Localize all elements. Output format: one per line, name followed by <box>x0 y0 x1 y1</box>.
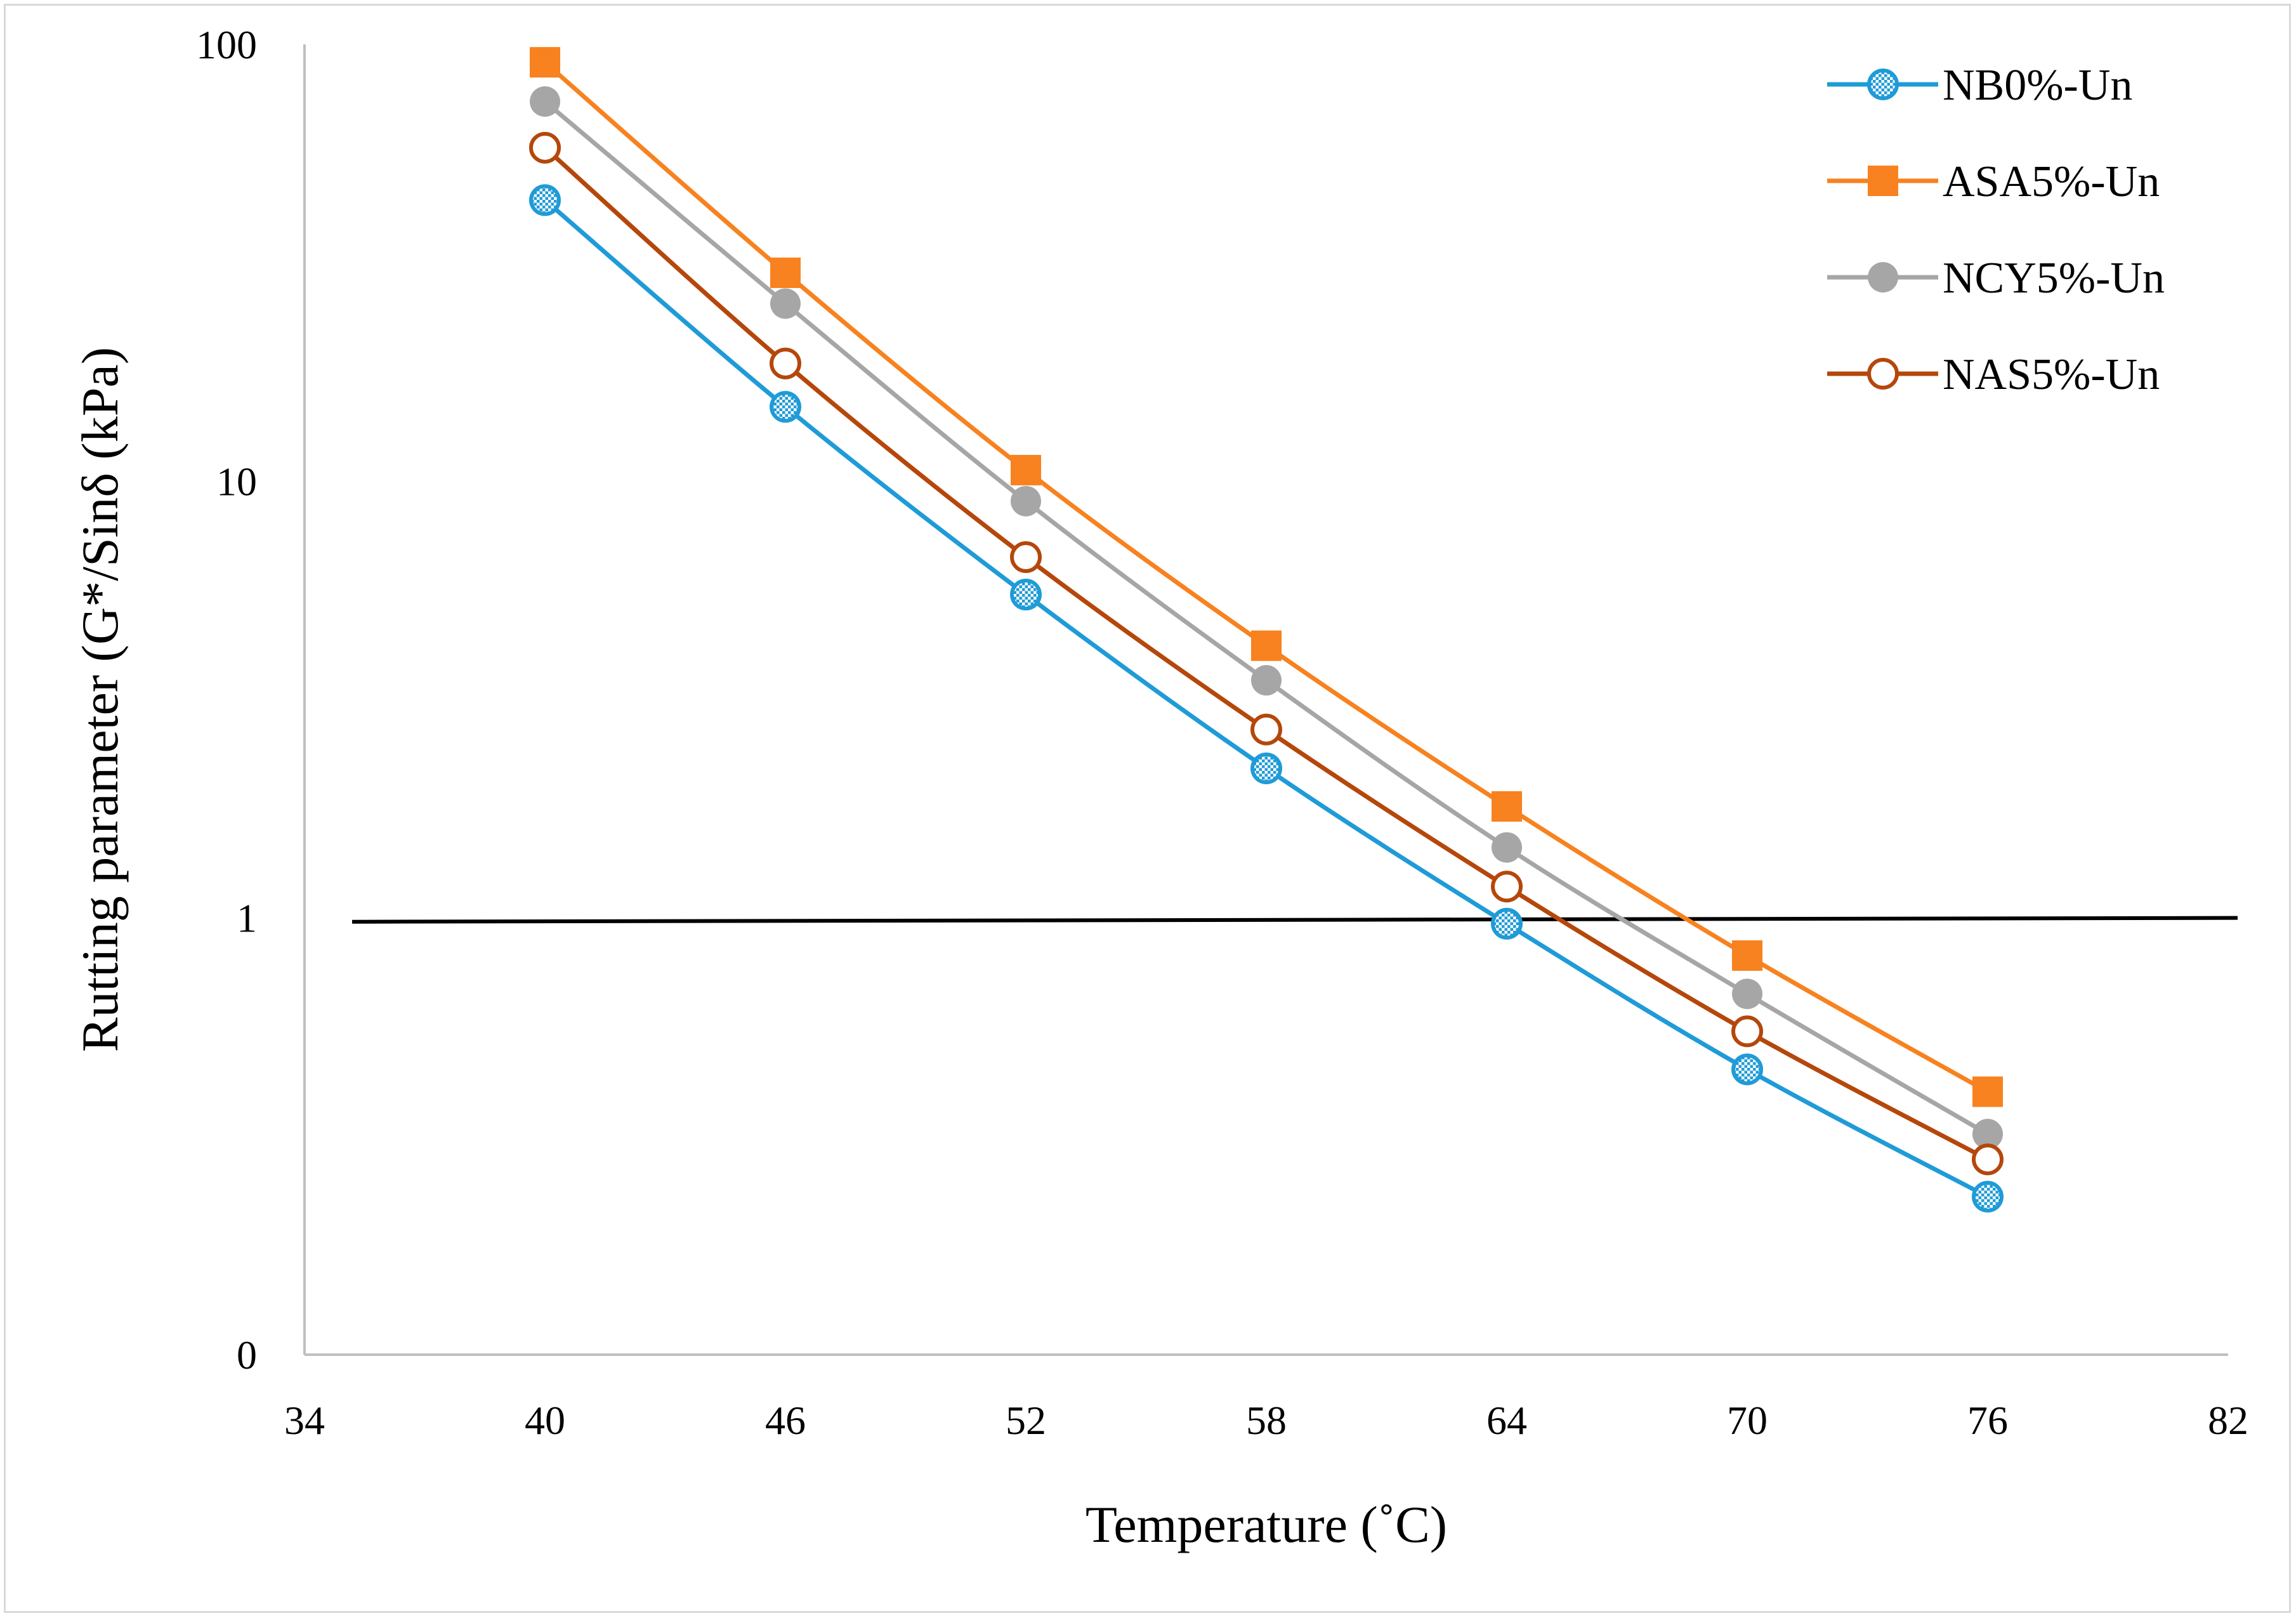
data-point <box>1010 541 1042 574</box>
x-axis-title: Temperature (˚C) <box>1086 1496 1447 1553</box>
data-point <box>1491 871 1523 903</box>
data-point <box>1250 752 1282 784</box>
series-nb0-un <box>529 184 2004 1213</box>
data-point <box>1972 1076 2003 1107</box>
x-tick-label: 52 <box>1006 1398 1046 1443</box>
data-point <box>1972 1119 2003 1150</box>
y-tick-label: 1 <box>237 896 257 941</box>
y-tick-label: 10 <box>216 459 257 504</box>
x-tick-label: 76 <box>1967 1398 2008 1443</box>
series-line <box>543 60 1989 1094</box>
data-point <box>1010 579 1042 611</box>
data-point <box>530 86 560 117</box>
data-point <box>1492 791 1522 822</box>
legend-marker <box>1868 166 1898 196</box>
legend-label: ASA5%-Un <box>1943 157 2160 206</box>
data-point <box>1251 665 1282 696</box>
legend-item: NAS5%-Un <box>1827 350 2160 399</box>
x-tick-label: 70 <box>1727 1398 1768 1443</box>
x-tick-label: 34 <box>284 1398 325 1443</box>
data-point <box>1251 630 1282 661</box>
data-point <box>1492 832 1522 863</box>
data-point <box>1250 713 1282 746</box>
legend-marker <box>1867 358 1899 390</box>
data-point <box>1972 1181 2004 1213</box>
data-point <box>1011 454 1041 485</box>
y-tick-label: 100 <box>196 22 257 67</box>
x-tick-label: 64 <box>1486 1398 1527 1443</box>
data-point <box>1732 978 1762 1010</box>
data-point <box>1491 907 1523 940</box>
legend-item: ASA5%-Un <box>1827 157 2160 206</box>
data-point <box>1732 940 1762 971</box>
legend: NB0%-Un ASA5%-Un NCY5%-Un NAS5%-Un <box>1827 61 2165 399</box>
x-tick-label: 82 <box>2208 1398 2248 1443</box>
legend-label: NB0%-Un <box>1943 61 2132 110</box>
legend-marker <box>1867 69 1899 100</box>
x-tick-label: 46 <box>765 1398 806 1443</box>
data-point <box>529 131 561 164</box>
legend-marker <box>1868 262 1898 293</box>
series-line <box>543 100 1989 1136</box>
chart-frame <box>4 4 2291 1613</box>
legend-label: NAS5%-Un <box>1943 350 2160 399</box>
data-point <box>530 47 560 78</box>
data-point <box>1731 1015 1763 1048</box>
series-layer <box>529 47 2004 1213</box>
data-point <box>529 184 561 216</box>
data-point <box>770 391 801 423</box>
data-point <box>770 257 801 288</box>
series-nas5-un <box>529 131 2004 1176</box>
reference-layer <box>351 916 2238 924</box>
y-axis-title: Rutting parameter (G*/Sinδ (kPa) <box>71 347 129 1052</box>
series-asa5-un <box>530 47 2003 1107</box>
legend-item: NCY5%-Un <box>1827 254 2165 303</box>
x-tick-label: 58 <box>1246 1398 1287 1443</box>
reference-line <box>351 916 2238 924</box>
y-tick-label: 0 <box>237 1332 257 1378</box>
series-ncy5-un <box>530 86 2003 1150</box>
data-point <box>1011 485 1041 516</box>
legend-item: NB0%-Un <box>1827 61 2132 110</box>
x-tick-label: 40 <box>525 1398 565 1443</box>
data-point <box>770 288 801 319</box>
data-point <box>770 347 801 379</box>
legend-label: NCY5%-Un <box>1943 254 2165 303</box>
data-point <box>1972 1143 2004 1176</box>
data-point <box>1731 1053 1763 1086</box>
